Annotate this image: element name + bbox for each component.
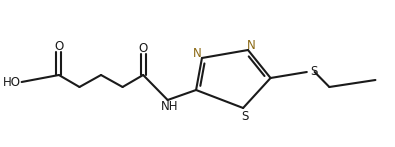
Text: HO: HO (3, 76, 21, 88)
Text: O: O (54, 40, 64, 52)
Text: O: O (139, 41, 148, 55)
Text: NH: NH (161, 101, 179, 113)
Text: N: N (193, 46, 201, 60)
Text: N: N (246, 39, 255, 51)
Text: S: S (241, 110, 249, 122)
Text: S: S (311, 65, 318, 77)
